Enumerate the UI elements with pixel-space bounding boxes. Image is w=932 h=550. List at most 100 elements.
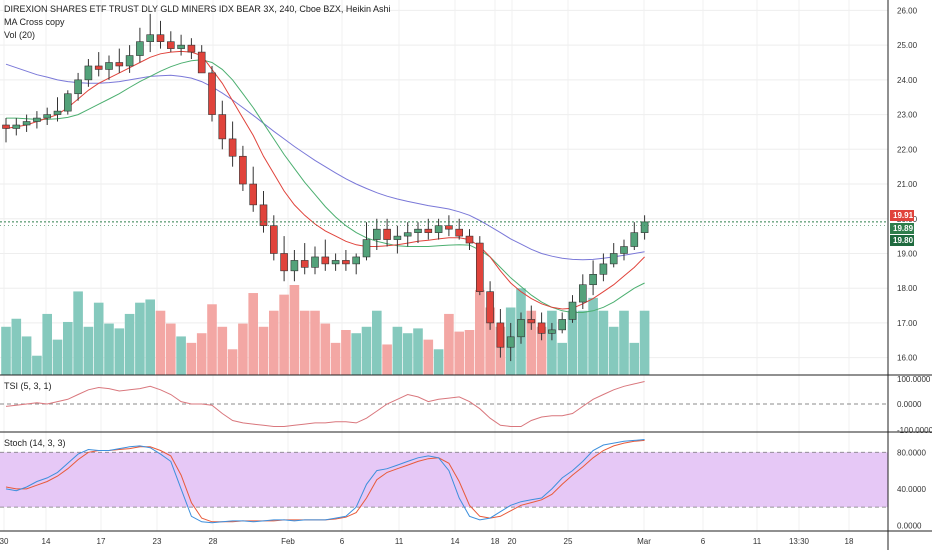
candle[interactable] [609, 243, 618, 268]
candle-body [362, 239, 371, 258]
candle[interactable] [22, 114, 31, 132]
candle[interactable] [599, 253, 608, 282]
candle-body [300, 260, 309, 268]
time-axis[interactable]: 30 14 17 23 28 Feb 6 11 14 18 20 25 Mar 6 11 13:30 18 [0, 537, 854, 546]
candle[interactable] [568, 295, 577, 323]
volume-bar [299, 310, 310, 375]
candle[interactable] [33, 111, 41, 129]
price-tick-label: 26.00 [897, 6, 918, 15]
candle[interactable] [383, 218, 391, 247]
candle[interactable] [486, 281, 494, 330]
candle[interactable] [269, 215, 278, 261]
candle-body [393, 235, 402, 240]
candle[interactable] [300, 243, 309, 275]
candle[interactable] [537, 312, 546, 341]
volume-indicator-label[interactable]: Vol (20) [4, 30, 35, 40]
candle-body [465, 235, 474, 244]
candle[interactable] [434, 218, 443, 240]
price-vertical-gridlines [3, 0, 850, 531]
volume-bar [114, 328, 125, 375]
candlesticks[interactable] [2, 13, 649, 362]
candle[interactable] [506, 322, 515, 362]
price-tag-2-text: 19.89 [893, 224, 914, 233]
price-gridlines [0, 9, 888, 359]
candle-body [383, 228, 391, 240]
volume-bar [238, 323, 248, 375]
price-tag-3-text: 19.80 [893, 236, 914, 245]
volume-bar [454, 331, 464, 375]
candle[interactable] [290, 250, 299, 282]
tsi-label[interactable]: TSI (5, 3, 1) [4, 381, 52, 391]
candle[interactable] [156, 20, 165, 49]
candle-body [146, 34, 154, 42]
candle[interactable] [342, 250, 350, 271]
price-pane[interactable]: DIREXION SHARES ETF TRUST DLY GLD MINERS… [0, 0, 888, 531]
candle-body [578, 284, 587, 303]
candle[interactable] [249, 166, 257, 212]
candle[interactable] [578, 274, 587, 310]
candle[interactable] [630, 222, 639, 250]
stoch-gridlines [0, 451, 888, 508]
candle[interactable] [465, 229, 474, 250]
candle[interactable] [218, 100, 227, 150]
volume-bar [629, 342, 640, 375]
candle[interactable] [321, 239, 330, 271]
candle[interactable] [94, 52, 103, 77]
candle[interactable] [455, 218, 464, 240]
candle[interactable] [589, 260, 597, 296]
candle[interactable] [84, 59, 93, 87]
candle[interactable] [527, 305, 536, 330]
candle[interactable] [259, 190, 268, 233]
candle[interactable] [187, 38, 196, 60]
candle[interactable] [105, 55, 113, 80]
candle[interactable] [372, 218, 381, 250]
candle[interactable] [197, 45, 206, 74]
candle[interactable] [115, 48, 124, 73]
candle[interactable] [362, 222, 371, 261]
stoch-axis[interactable]: 80.0000 40.0000 0.0000 [897, 448, 926, 530]
ma-indicator-label[interactable]: MA Cross copy [4, 17, 65, 27]
price-tick-label: 24.00 [897, 76, 918, 85]
tsi-axis[interactable]: 100.0000 0.0000 -100.0000 [897, 375, 932, 435]
stoch-label[interactable]: Stoch (14, 3, 3) [4, 438, 66, 448]
candle[interactable] [146, 13, 154, 53]
candle[interactable] [208, 65, 216, 122]
candle[interactable] [2, 118, 10, 143]
time-tick-label: 30 [0, 537, 9, 546]
candle[interactable] [393, 225, 402, 254]
candle[interactable] [558, 312, 567, 334]
candle[interactable] [548, 322, 556, 341]
candle[interactable] [352, 253, 361, 275]
candle[interactable] [53, 97, 62, 122]
candle[interactable] [43, 107, 52, 125]
candle[interactable] [177, 34, 185, 56]
candle[interactable] [125, 45, 134, 73]
volume-bar [341, 330, 351, 375]
stoch-k-line [5, 439, 645, 524]
candle[interactable] [136, 27, 144, 63]
candle[interactable] [331, 253, 340, 271]
candle[interactable] [403, 222, 412, 247]
candle[interactable] [475, 236, 484, 296]
tsi-pane[interactable]: TSI (5, 3, 1) [0, 381, 888, 427]
candle[interactable] [311, 246, 319, 275]
candle[interactable] [74, 72, 82, 101]
stoch-pane[interactable]: Stoch (14, 3, 3) [0, 438, 888, 524]
candle[interactable] [167, 31, 175, 53]
candle[interactable] [517, 312, 525, 344]
candle-body [311, 256, 319, 268]
candle[interactable] [620, 239, 628, 261]
candle[interactable] [280, 236, 288, 282]
candle[interactable] [414, 222, 422, 244]
ma-mid-line [6, 59, 645, 313]
time-tick-label: 13:30 [789, 537, 810, 546]
candle-body [414, 228, 422, 233]
candle[interactable] [64, 90, 72, 115]
candle[interactable] [239, 145, 247, 191]
candle[interactable] [12, 118, 21, 136]
time-tick-label: 14 [451, 537, 460, 546]
candle[interactable] [496, 309, 505, 358]
candle[interactable] [228, 121, 237, 167]
candle-body [33, 117, 41, 122]
